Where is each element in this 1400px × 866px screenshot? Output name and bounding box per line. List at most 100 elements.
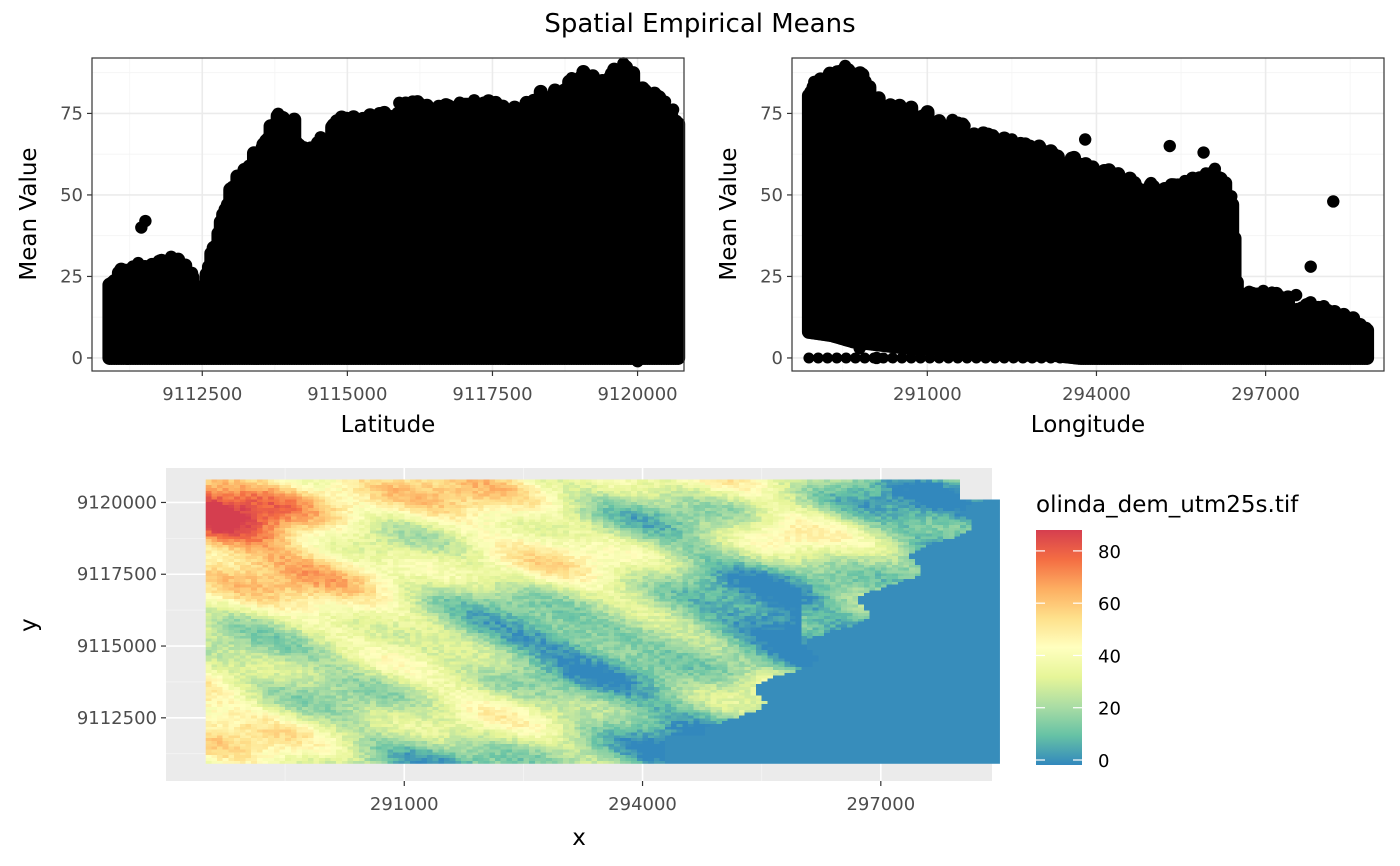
data-point <box>1194 184 1207 197</box>
data-point <box>946 113 959 127</box>
data-point <box>196 311 210 324</box>
data-point <box>1295 312 1308 326</box>
data-point <box>117 274 130 287</box>
data-point <box>994 156 1008 169</box>
data-point <box>1073 352 1085 364</box>
outlier-point <box>139 214 152 228</box>
data-point <box>608 91 621 104</box>
data-point <box>284 352 296 364</box>
data-point <box>1333 352 1345 364</box>
data-point <box>1306 321 1320 335</box>
longitude-x-axis: 291000 294000 297000 <box>893 371 1300 405</box>
data-point <box>1082 352 1094 364</box>
outlier-point <box>375 341 389 355</box>
outlier-point <box>1163 139 1176 153</box>
data-point <box>1157 192 1170 205</box>
data-point <box>970 352 982 364</box>
data-point <box>122 352 134 364</box>
x-tick-label: 9117500 <box>452 384 532 405</box>
data-point <box>1360 341 1373 354</box>
data-point <box>1177 197 1190 211</box>
data-point <box>1147 180 1161 193</box>
y-tick-label: 0 <box>772 348 783 369</box>
data-point <box>826 93 840 107</box>
data-point <box>132 256 145 270</box>
data-point <box>862 89 876 103</box>
data-point <box>620 84 633 97</box>
data-point <box>453 114 467 127</box>
data-point <box>198 352 210 364</box>
data-point <box>1110 352 1122 364</box>
data-point <box>998 352 1010 364</box>
y-tick-label: 50 <box>760 185 783 206</box>
data-point <box>378 352 390 364</box>
x-tick-label: 9120000 <box>597 384 677 405</box>
data-point <box>265 352 277 364</box>
data-point <box>1075 165 1089 178</box>
data-point <box>113 352 125 364</box>
data-point <box>189 352 201 364</box>
data-point <box>1333 331 1346 345</box>
y-tick-label: 25 <box>760 266 783 287</box>
data-point <box>182 286 195 299</box>
data-point <box>1296 352 1308 364</box>
data-point <box>1225 190 1238 203</box>
data-point <box>1240 352 1252 364</box>
latitude-y-axis-title: Mean Value <box>16 147 42 280</box>
data-point <box>423 124 436 138</box>
data-point <box>644 352 656 364</box>
outlier-point <box>1078 133 1092 146</box>
outlier-point <box>853 341 866 355</box>
data-point <box>952 352 964 364</box>
x-tick-label: 294000 <box>1062 384 1131 405</box>
data-point <box>493 123 506 137</box>
data-point <box>1045 352 1057 364</box>
data-point <box>637 83 650 96</box>
data-point <box>302 352 314 364</box>
x-tick-label: 9112500 <box>162 384 242 405</box>
data-point <box>1287 352 1299 364</box>
data-point <box>218 221 232 234</box>
data-point <box>1111 191 1124 205</box>
data-point <box>615 352 627 364</box>
data-point <box>1352 352 1364 364</box>
y-tick-label: 0 <box>72 348 83 369</box>
data-point <box>1092 171 1105 184</box>
raster-y-axis: 9112500 9115000 9117500 9120000 <box>77 492 166 729</box>
data-point <box>845 69 858 82</box>
data-point <box>587 352 599 364</box>
data-point <box>1246 310 1259 323</box>
raster-legend: olinda_dem_utm25s.tif 0 20 40 60 80 <box>1036 492 1299 772</box>
x-tick-label: 9115000 <box>307 384 387 405</box>
data-point <box>208 352 220 364</box>
outlier-point <box>1208 162 1222 176</box>
data-point <box>549 352 561 364</box>
data-point <box>639 100 653 114</box>
data-point <box>1007 150 1020 163</box>
data-point <box>331 352 343 364</box>
longitude-y-axis: 0 25 50 75 <box>760 103 792 369</box>
y-tick-label: 50 <box>60 185 83 206</box>
data-point <box>1329 321 1343 334</box>
data-point <box>666 124 680 137</box>
data-point <box>596 352 608 364</box>
data-point <box>1230 290 1243 304</box>
data-point <box>1263 290 1276 304</box>
data-point <box>1146 206 1159 219</box>
latitude-scatter-panel: 9112500 9115000 9117500 9120000 0 25 50 75 Lat… <box>16 57 686 438</box>
data-point <box>672 352 684 364</box>
data-point <box>1019 145 1033 158</box>
data-point <box>1175 352 1187 364</box>
data-point <box>1129 352 1141 364</box>
data-point <box>1305 352 1317 364</box>
data-point <box>980 352 992 364</box>
data-point <box>467 94 481 107</box>
data-point <box>559 87 572 101</box>
legend-title: olinda_dem_utm25s.tif <box>1036 492 1299 518</box>
data-point <box>822 352 834 364</box>
data-point <box>947 123 961 136</box>
raster-x-axis-title: x <box>572 825 586 851</box>
data-point <box>555 97 569 110</box>
data-point <box>1033 168 1046 181</box>
